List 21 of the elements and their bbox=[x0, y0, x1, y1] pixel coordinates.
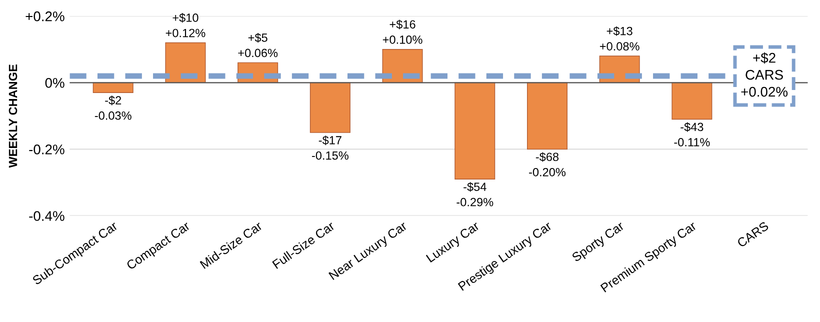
bar bbox=[454, 82, 496, 180]
data-label: +$5 +0.06% bbox=[238, 33, 278, 58]
y-tick-label: 0% bbox=[45, 78, 64, 88]
ref-line-label: +$2 CARS +0.02% bbox=[741, 52, 788, 97]
y-axis-title: WEEKLY CHANGE bbox=[8, 64, 18, 168]
data-label: -$2 -0.03% bbox=[94, 96, 132, 120]
data-label: +$10 +0.12% bbox=[166, 13, 206, 38]
data-label: -$68 -0.20% bbox=[529, 152, 566, 176]
y-tick-label: -0.2% bbox=[29, 144, 64, 154]
data-label: -$43 -0.11% bbox=[674, 122, 710, 146]
bar bbox=[526, 82, 568, 150]
y-tick-label: +0.2% bbox=[26, 11, 64, 22]
data-label: +$13 +0.08% bbox=[600, 26, 640, 50]
bar bbox=[165, 42, 206, 83]
data-label: -$54 -0.29% bbox=[456, 182, 494, 206]
y-tick-label: -0.4% bbox=[29, 211, 64, 221]
data-label: +$16 +0.10% bbox=[382, 20, 422, 44]
bar bbox=[310, 82, 350, 133]
bar bbox=[92, 82, 134, 93]
data-label: -$17 -0.15% bbox=[312, 136, 348, 160]
bar bbox=[672, 82, 712, 120]
